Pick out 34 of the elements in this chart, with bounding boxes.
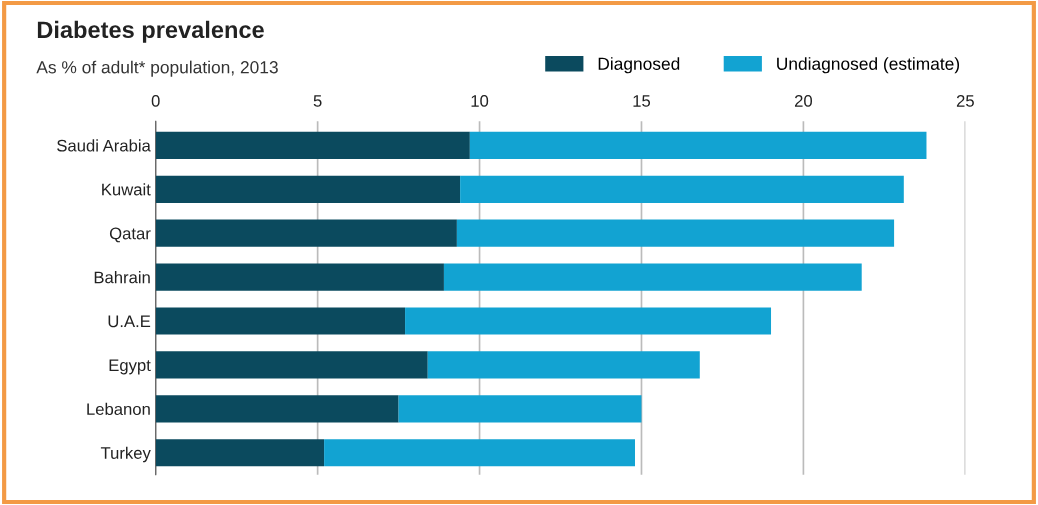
bar — [443, 263, 862, 291]
x-tick-label: 10 — [471, 94, 489, 107]
bar — [456, 219, 895, 247]
x-tick-label: 20 — [794, 94, 813, 107]
bar — [155, 175, 461, 203]
bar — [398, 395, 642, 423]
bar — [155, 395, 399, 423]
x-tick-label: 15 — [633, 95, 651, 107]
bar — [405, 307, 772, 335]
bar — [324, 439, 636, 467]
bar — [155, 219, 457, 247]
bar — [155, 263, 444, 291]
y-tick-label: U.A.E — [108, 315, 151, 328]
y-tick-label: Kuwait — [102, 183, 151, 196]
bar — [469, 131, 927, 159]
chart-subtitle: As % of adult* population, 2013 — [36, 60, 278, 77]
y-tick-label: Bahrain — [94, 271, 150, 284]
y-tick-label: Egypt — [109, 359, 151, 375]
legend-label: Undiagnosed (estimate) — [777, 57, 960, 74]
y-tick-label: Saudi Arabia — [57, 139, 151, 152]
bar — [155, 439, 325, 467]
y-tick-label: Qatar — [109, 227, 151, 243]
legend-label: Diagnosed — [598, 57, 680, 74]
bar — [427, 351, 700, 379]
bar — [155, 351, 428, 379]
bar — [460, 175, 904, 203]
x-tick-label: 0 — [151, 94, 160, 107]
y-tick-label: Lebanon — [87, 402, 150, 416]
chart-title: Diabetes prevalence — [37, 20, 264, 43]
bar — [155, 307, 406, 335]
x-tick-label: 5 — [313, 95, 322, 107]
y-tick-label: Turkey — [100, 446, 151, 463]
bar — [155, 131, 470, 159]
x-tick-label: 25 — [956, 94, 974, 107]
